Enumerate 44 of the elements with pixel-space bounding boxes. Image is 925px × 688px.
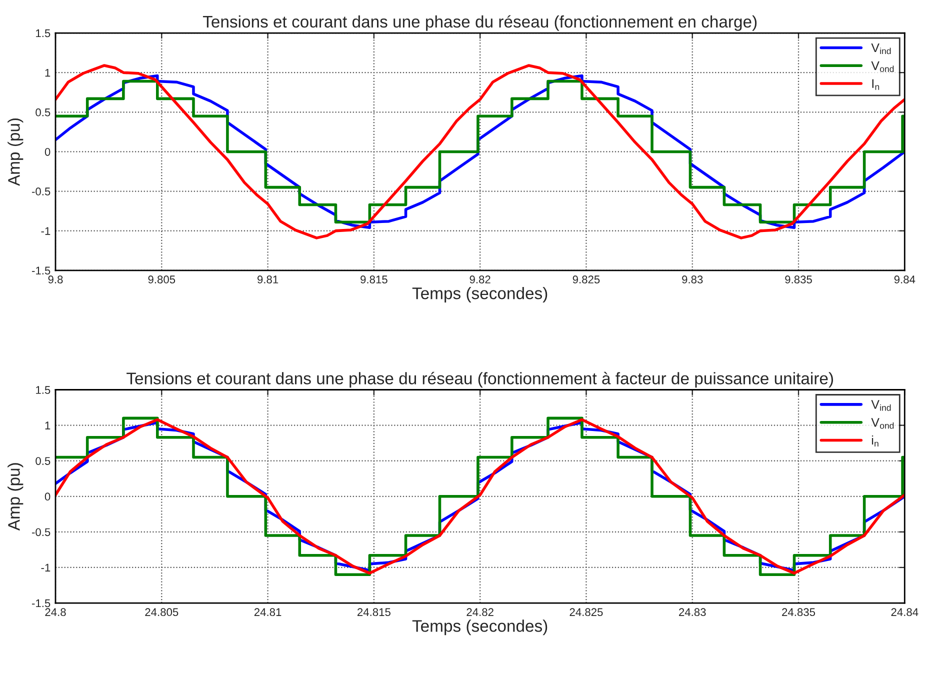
- chart-title: Tensions et courant dans une phase du réseau (fonctionnement en charge): [202, 15, 757, 31]
- x-tick-label: 9.81: [257, 276, 278, 284]
- x-tick-label: 24.835: [782, 608, 816, 616]
- x-tick-label: 9.8: [48, 276, 63, 284]
- legend-label: V$_{ond}$: [871, 418, 894, 429]
- x-tick-label: 9.815: [360, 276, 388, 284]
- x-tick-label: 9.825: [572, 276, 600, 284]
- legend-label: i$_{n}$: [872, 435, 878, 447]
- x-tick-label: 24.8: [45, 608, 66, 616]
- legend-label: I$_{n}$: [872, 79, 880, 90]
- legend-label: V$_{ond}$: [871, 61, 894, 72]
- y-tick-label: 0.5: [36, 108, 50, 116]
- y-tick-label: -0.5: [32, 188, 50, 196]
- x-tick-label: 9.82: [470, 276, 490, 284]
- y-tick-label: 0: [44, 148, 50, 156]
- y-tick-label: -1: [41, 227, 50, 235]
- y-axis-title: Amp (pu): [8, 118, 24, 186]
- y-tick-label: -1.5: [32, 599, 50, 608]
- x-tick-label: 24.81: [254, 608, 282, 616]
- x-tick-label: 24.825: [570, 608, 603, 616]
- y-axis-title: Amp (pu): [8, 463, 24, 531]
- x-axis-title: Temps (secondes): [412, 620, 548, 636]
- x-tick-label: 24.82: [466, 608, 494, 616]
- x-tick-label: 9.84: [894, 276, 916, 284]
- y-tick-label: 1: [45, 422, 50, 430]
- y-tick-label: 1: [45, 68, 50, 77]
- x-tick-label: 24.805: [145, 608, 178, 616]
- y-tick-label: 0: [44, 492, 50, 501]
- y-tick-label: 0.5: [36, 457, 50, 465]
- x-tick-label: 24.83: [679, 608, 706, 616]
- y-tick-label: -1: [41, 564, 50, 572]
- x-tick-label: 24.84: [891, 608, 918, 616]
- x-tick-label: 9.835: [785, 276, 812, 284]
- legend-label: V$_{ind}$: [871, 400, 891, 411]
- x-axis-title: Temps (secondes): [412, 286, 548, 303]
- y-tick-label: -1.5: [32, 266, 50, 275]
- x-tick-label: 9.805: [148, 276, 176, 284]
- y-tick-label: -0.5: [32, 528, 50, 536]
- y-tick-label: 1.5: [36, 386, 50, 394]
- chart-title: Tensions et courant dans une phase du réseau (fonctionnement à facteur de puissance unitaire): [126, 372, 833, 388]
- legend-label: V$_{ind}$: [871, 43, 891, 54]
- x-tick-label: 24.815: [358, 608, 390, 616]
- y-tick-label: 1.5: [36, 29, 50, 38]
- x-tick-label: 9.83: [682, 276, 703, 284]
